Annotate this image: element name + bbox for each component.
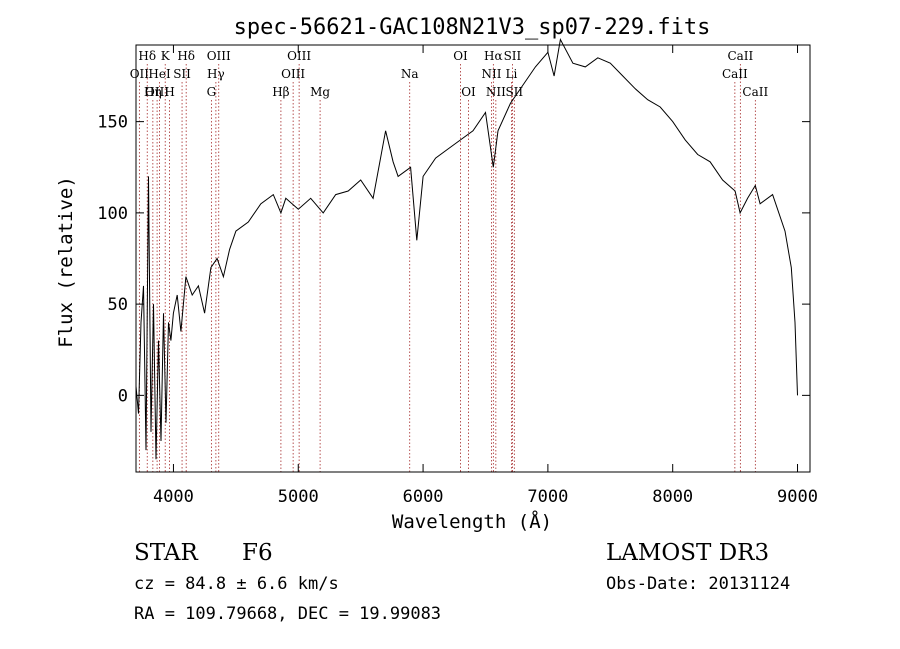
subclass-label: F6: [242, 540, 273, 566]
line-label: OI: [453, 49, 468, 63]
line-label: K: [161, 49, 171, 63]
line-label: CaII: [722, 67, 748, 81]
y-tick-label: 150: [97, 113, 128, 133]
spectrum-series: [135, 37, 798, 460]
line-label: CaII: [742, 85, 768, 99]
line-label: Na: [401, 67, 419, 81]
survey-label: LAMOST DR3: [606, 540, 770, 566]
x-tick-label: 4000: [153, 487, 194, 507]
line-label: SII: [505, 85, 523, 99]
line-label: OIII: [207, 49, 231, 63]
x-tick-label: 8000: [652, 487, 693, 507]
line-label: H: [164, 85, 174, 99]
line-label: Mg: [310, 85, 330, 99]
spectrum-line: [135, 37, 798, 460]
line-label: NII: [486, 85, 506, 99]
y-tick-label: 0: [118, 386, 128, 406]
line-label: Hδ: [138, 49, 156, 63]
y-axis-ticks: 0 50 100 150: [97, 113, 810, 406]
line-label: Hδ: [177, 49, 195, 63]
y-tick-label: 100: [97, 204, 128, 224]
ra-dec: RA = 109.79668, DEC = 19.99083: [134, 604, 442, 624]
x-tick-label: 6000: [403, 487, 444, 507]
line-label: G: [207, 85, 217, 99]
line-label: NII: [481, 67, 501, 81]
x-tick-label: 9000: [777, 487, 818, 507]
line-label: OI: [461, 85, 476, 99]
line-label: SII: [504, 49, 522, 63]
line-label: Hβ: [272, 85, 289, 99]
line-label: SII: [173, 67, 191, 81]
line-label: OII: [130, 67, 150, 81]
line-label: OIII: [145, 85, 169, 99]
x-axis-label: Wavelength (Å): [392, 510, 552, 533]
line-label: HeI: [148, 67, 171, 81]
line-label: Hγ: [207, 67, 225, 81]
x-tick-label: 5000: [278, 487, 319, 507]
obs-date: Obs-Date: 20131124: [606, 574, 791, 594]
line-label: Hα: [484, 49, 503, 63]
plot-frame: [135, 44, 811, 473]
line-label: Hη: [144, 85, 162, 99]
line-label: OIII: [287, 49, 311, 63]
x-axis-ticks: 4000 5000 6000 7000 8000 9000: [153, 45, 818, 507]
line-label: Li: [506, 67, 518, 81]
y-tick-label: 50: [108, 295, 128, 315]
y-axis-label: Flux (relative): [55, 176, 77, 348]
line-label: OIII: [281, 67, 305, 81]
chart-title: spec-56621-GAC108N21V3_sp07-229.fits: [234, 15, 711, 40]
redshift-velocity: cz = 84.8 ± 6.6 km/s: [134, 574, 339, 594]
x-tick-label: 7000: [527, 487, 568, 507]
line-label: CaII: [727, 49, 753, 63]
class-label: STAR: [134, 540, 198, 566]
